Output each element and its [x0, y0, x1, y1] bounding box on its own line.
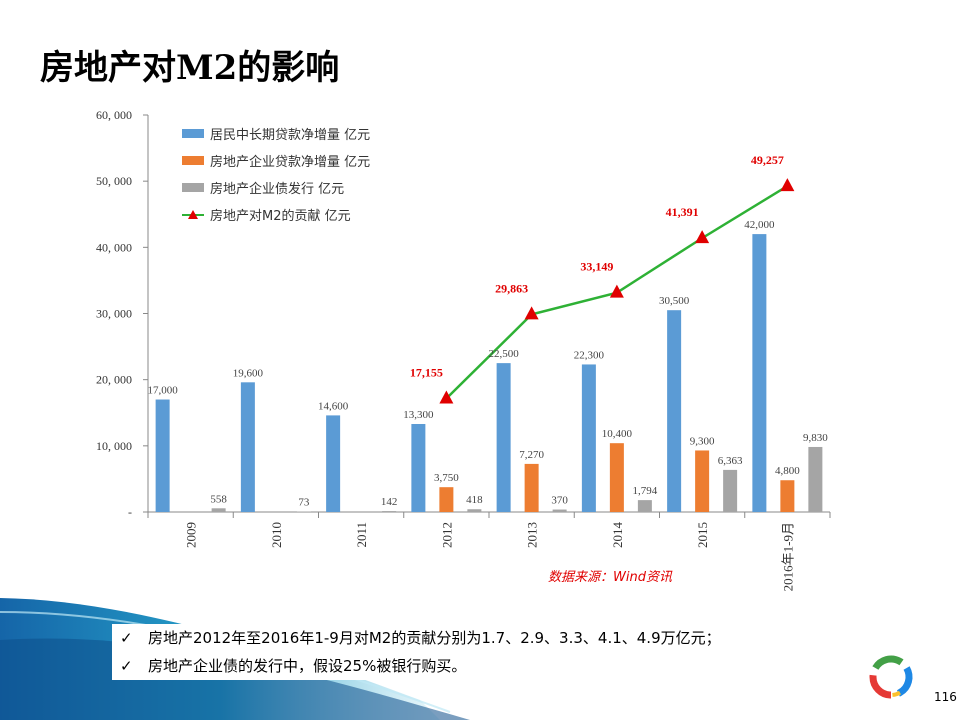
- chart-axes: - 10, 000 20, 000 30, 000 40, 000 50, 000 60, …: [96, 108, 831, 591]
- bar: [667, 310, 682, 512]
- legend-swatch: [182, 156, 204, 165]
- bar: [439, 487, 454, 512]
- bar: [496, 363, 511, 512]
- bar-data-label: 22,500: [489, 348, 520, 360]
- legend-swatch: [182, 183, 204, 192]
- y-tick-label: 50, 000: [96, 174, 132, 188]
- bar-data-label: 73: [298, 497, 310, 509]
- x-tick-label: 2013: [525, 522, 540, 548]
- bar-data-label: 4,800: [775, 465, 800, 477]
- legend-label: 居民中长期贷款净增量 亿元: [210, 128, 370, 143]
- bar-data-label: 142: [381, 496, 398, 508]
- bar-data-label: 1,794: [633, 485, 658, 497]
- bullet-text: 房地产企业债的发行中，假设25%被银行购买。: [148, 657, 467, 675]
- bar-data-label: 6,363: [718, 455, 743, 467]
- line-data-label: 49,257: [751, 153, 784, 167]
- bar-data-label: 14,600: [318, 400, 349, 412]
- legend-label: 房地产企业贷款净增量 亿元: [210, 154, 370, 170]
- line-point-marker: [524, 306, 539, 320]
- legend-swatch: [182, 129, 204, 138]
- bar-data-label: 19,600: [233, 367, 264, 379]
- bar: [581, 364, 596, 512]
- x-tick-label: 2014: [610, 522, 625, 549]
- bar: [695, 450, 710, 512]
- bar-data-label: 13,300: [403, 409, 434, 421]
- line-data-label: 33,149: [580, 260, 613, 274]
- y-tick-label: -: [128, 505, 132, 519]
- legend-label: 房地产对M2的贡献 亿元: [210, 208, 351, 224]
- bar: [752, 234, 767, 512]
- line-point-marker: [695, 230, 710, 244]
- line-point-marker: [609, 284, 624, 298]
- line-point-marker: [780, 178, 795, 192]
- legend-marker-icon: [188, 210, 198, 219]
- checkmark-icon: ✓: [120, 629, 133, 647]
- bar: [808, 446, 823, 512]
- bar-data-label: 9,830: [803, 432, 828, 444]
- chart-labels: 17,000 19,600 14,600 13,300 22,500 22,300 30,5…: [148, 153, 829, 508]
- bar-data-label: 42,000: [744, 219, 775, 231]
- bar-data-label: 370: [551, 495, 568, 507]
- y-tick-label: 60, 000: [96, 108, 132, 122]
- x-tick-label: 2016年1-9月: [780, 522, 795, 591]
- bar: [723, 469, 738, 512]
- source-note: 数据来源：Wind资讯: [548, 570, 672, 585]
- bar: [240, 382, 255, 512]
- slide-title: 房地产对M2的影响: [40, 48, 340, 88]
- bullet-list: ✓ 房地产2012年至2016年1-9月对M2的贡献分别为1.7、2.9、3.3…: [112, 624, 832, 680]
- bar: [411, 423, 426, 512]
- bar-data-label: 9,300: [690, 435, 715, 447]
- chart-line: [439, 178, 795, 404]
- line-data-label: 41,391: [666, 205, 699, 219]
- bar-data-label: 558: [210, 493, 227, 505]
- page-number: 116: [934, 690, 957, 704]
- bullet-item: ✓ 房地产企业债的发行中，假设25%被银行购买。: [112, 652, 832, 680]
- bar-data-label: 30,500: [659, 295, 690, 307]
- bar-data-label: 22,300: [574, 349, 605, 361]
- y-tick-label: 40, 000: [96, 240, 132, 254]
- bullet-text: 房地产2012年至2016年1-9月对M2的贡献分别为1.7、2.9、3.3、4…: [148, 629, 721, 647]
- x-tick-label: 2015: [695, 522, 710, 548]
- y-tick-label: 10, 000: [96, 439, 132, 453]
- bar-data-label: 3,750: [434, 472, 459, 484]
- line-data-label: 29,863: [495, 281, 528, 295]
- bar: [609, 443, 624, 512]
- x-tick-label: 2010: [269, 522, 284, 548]
- bar: [211, 508, 226, 512]
- y-tick-label: 30, 000: [96, 307, 132, 321]
- bar: [552, 509, 567, 512]
- company-logo-icon: [869, 655, 913, 699]
- x-tick-label: 2012: [439, 522, 454, 548]
- bar: [637, 500, 652, 512]
- bar: [382, 511, 397, 512]
- line-point-marker: [439, 390, 454, 404]
- x-tick-label: 2009: [184, 522, 199, 548]
- chart-bars: [155, 234, 823, 512]
- bar: [155, 399, 170, 512]
- bar: [780, 480, 795, 512]
- x-tick-label: 2011: [354, 522, 369, 548]
- line-data-label: 17,155: [410, 365, 443, 379]
- bar-data-label: 10,400: [602, 428, 633, 440]
- bar-data-label: 7,270: [519, 449, 544, 461]
- bar-data-label: 418: [466, 494, 483, 506]
- legend-label: 房地产企业债发行 亿元: [210, 181, 344, 197]
- bar-data-label: 17,000: [148, 385, 179, 397]
- bar: [524, 463, 539, 512]
- y-tick-label: 20, 000: [96, 373, 132, 387]
- bullet-item: ✓ 房地产2012年至2016年1-9月对M2的贡献分别为1.7、2.9、3.3…: [112, 624, 832, 652]
- checkmark-icon: ✓: [120, 657, 133, 675]
- bar: [467, 509, 482, 512]
- bar: [326, 415, 341, 512]
